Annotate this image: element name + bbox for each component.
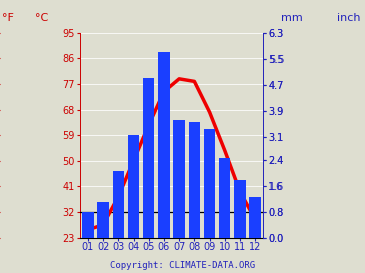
Text: mm: mm: [281, 13, 303, 23]
Bar: [189, 122, 200, 238]
Text: Copyright: CLIMATE-DATA.ORG: Copyright: CLIMATE-DATA.ORG: [110, 261, 255, 270]
Bar: [173, 120, 185, 238]
Text: inch: inch: [337, 13, 360, 23]
Bar: [219, 158, 230, 238]
Bar: [128, 135, 139, 238]
Bar: [82, 212, 93, 238]
Text: °C: °C: [35, 13, 49, 23]
Bar: [234, 180, 246, 238]
Bar: [97, 202, 109, 238]
Bar: [250, 197, 261, 238]
Bar: [143, 78, 154, 238]
Text: °F: °F: [2, 13, 14, 23]
Bar: [204, 129, 215, 238]
Bar: [158, 52, 170, 238]
Bar: [113, 171, 124, 238]
